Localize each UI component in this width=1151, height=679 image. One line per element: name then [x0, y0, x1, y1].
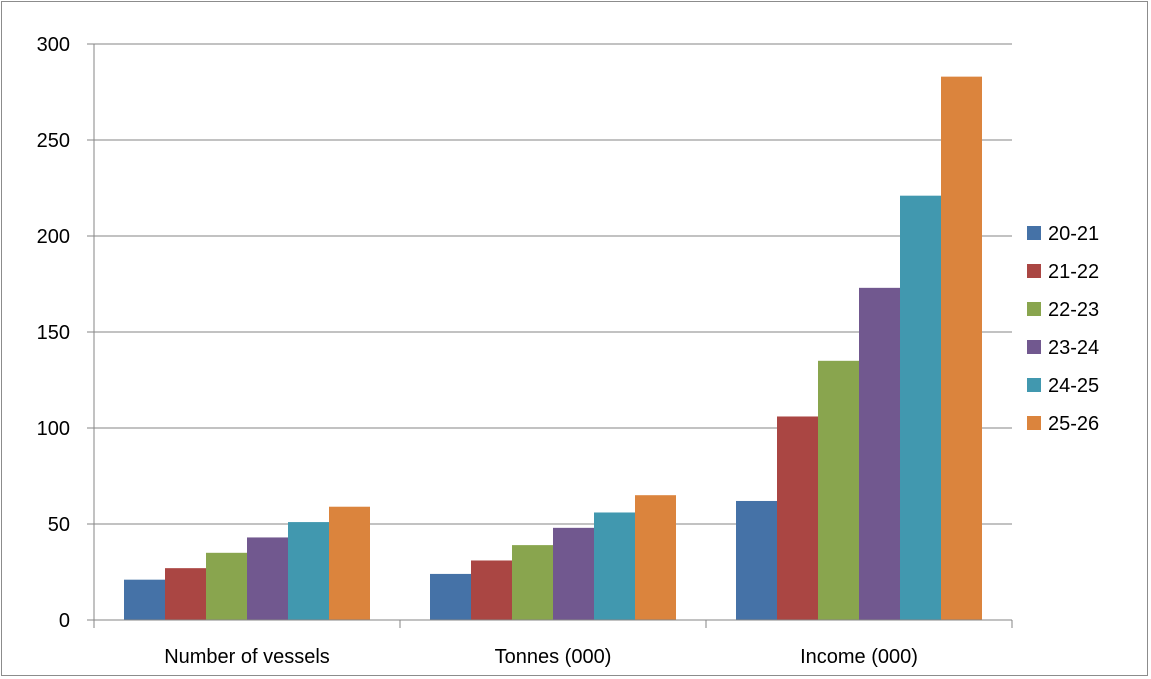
y-tick-label: 50 — [48, 514, 70, 536]
legend-label: 21-22 — [1048, 261, 1099, 283]
legend-label: 23-24 — [1048, 337, 1099, 359]
bar — [124, 579, 165, 620]
bar — [594, 512, 635, 620]
y-axis-tick-labels: 0 50 100 150 200 250 300 — [37, 34, 70, 632]
y-tick-label: 300 — [37, 34, 70, 56]
bar — [859, 287, 900, 620]
x-category-label: Income (000) — [800, 646, 918, 668]
x-axis-category-labels: Number of vessels Tonnes (000) Income (000… — [164, 646, 918, 668]
bar — [165, 568, 206, 620]
bar — [635, 495, 676, 620]
bar — [900, 195, 941, 620]
bar — [736, 500, 777, 620]
legend-swatch — [1027, 378, 1041, 392]
y-tick-label: 250 — [37, 130, 70, 152]
legend-label: 22-23 — [1048, 299, 1099, 321]
bar — [430, 573, 471, 620]
bar — [941, 76, 982, 620]
bar — [777, 416, 818, 620]
legend-label: 24-25 — [1048, 375, 1099, 397]
y-tick-label: 200 — [37, 226, 70, 248]
legend-swatch — [1027, 416, 1041, 430]
axes — [87, 43, 1013, 628]
bar — [329, 506, 370, 620]
legend-label: 20-21 — [1048, 223, 1099, 245]
y-tick-label: 0 — [59, 610, 70, 632]
y-tick-label: 100 — [37, 418, 70, 440]
bar — [553, 527, 594, 620]
bar — [512, 545, 553, 620]
y-tick-label: 150 — [37, 322, 70, 344]
bar — [247, 537, 288, 620]
legend-swatch — [1027, 340, 1041, 354]
bar — [288, 522, 329, 620]
bar — [206, 552, 247, 620]
x-category-label: Tonnes (000) — [495, 646, 612, 668]
legend: 20-21 21-22 22-23 23-24 24-25 25-26 — [1027, 223, 1099, 435]
legend-swatch — [1027, 264, 1041, 278]
bar — [471, 560, 512, 620]
bar — [818, 360, 859, 620]
legend-swatch — [1027, 302, 1041, 316]
bars — [124, 76, 982, 620]
x-category-label: Number of vessels — [164, 646, 330, 668]
legend-swatch — [1027, 226, 1041, 240]
legend-label: 25-26 — [1048, 413, 1099, 435]
